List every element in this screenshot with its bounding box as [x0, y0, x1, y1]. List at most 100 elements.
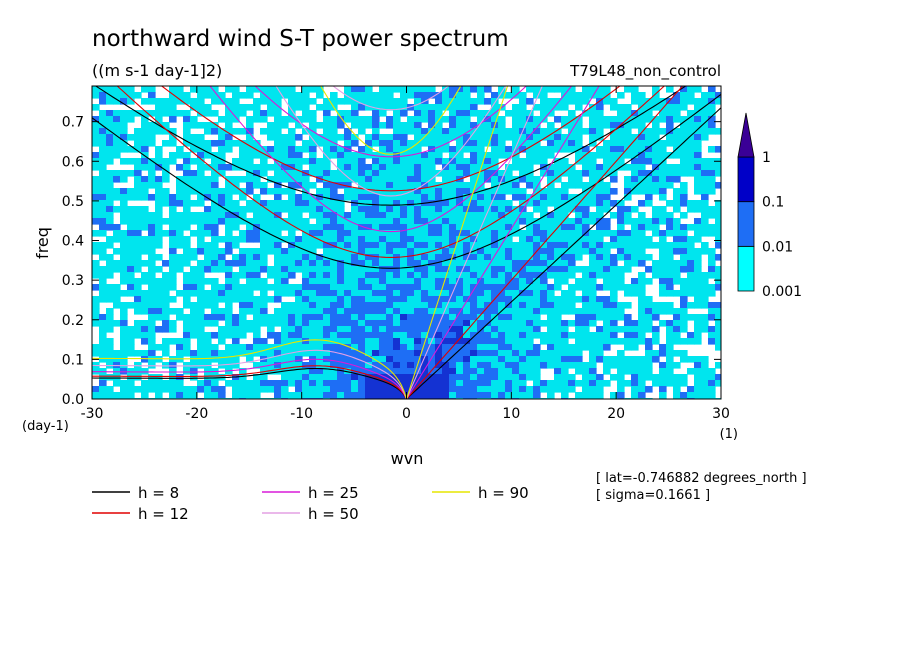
power-cell: [372, 218, 380, 225]
power-cell: [344, 356, 352, 363]
power-cell: [344, 182, 352, 189]
power-cell: [407, 254, 415, 261]
power-cell: [407, 290, 415, 297]
power-cell: [533, 386, 541, 393]
power-cell: [190, 374, 198, 381]
power-cell: [533, 128, 541, 135]
power-cell: [267, 218, 275, 225]
power-cell: [512, 182, 520, 189]
power-cell: [589, 350, 597, 357]
power-cell: [582, 146, 590, 153]
power-cell: [456, 290, 464, 297]
power-cell: [344, 110, 352, 117]
power-cell: [519, 194, 527, 201]
power-cell: [190, 140, 198, 147]
power-cell: [106, 218, 114, 225]
power-cell: [652, 272, 660, 279]
power-cell: [141, 224, 149, 231]
power-cell: [701, 122, 709, 129]
power-cell: [358, 320, 366, 327]
power-cell: [533, 308, 541, 315]
power-cell: [351, 242, 359, 249]
power-cell: [134, 92, 142, 99]
power-cell: [463, 374, 471, 381]
power-cell: [393, 176, 401, 183]
power-cell: [645, 368, 653, 375]
power-cell: [162, 338, 170, 345]
power-cell: [694, 206, 702, 213]
power-cell: [617, 326, 625, 333]
power-cell: [526, 86, 534, 93]
power-cell: [106, 134, 114, 141]
power-cell: [491, 272, 499, 279]
power-cell: [267, 380, 275, 387]
power-cell: [155, 194, 163, 201]
power-cell: [162, 128, 170, 135]
power-cell: [575, 122, 583, 129]
power-cell: [344, 86, 352, 93]
power-cell: [225, 296, 233, 303]
power-cell: [330, 380, 338, 387]
power-cell: [351, 218, 359, 225]
power-cell: [365, 134, 373, 141]
power-cell: [232, 320, 240, 327]
power-cell: [330, 188, 338, 195]
power-cell: [638, 188, 646, 195]
power-cell: [463, 278, 471, 285]
power-cell: [372, 224, 380, 231]
power-cell: [463, 86, 471, 93]
power-cell: [372, 200, 380, 207]
power-cell: [281, 248, 289, 255]
power-cell: [288, 152, 296, 159]
power-cell: [526, 308, 534, 315]
power-cell: [218, 128, 226, 135]
power-cell: [414, 350, 422, 357]
power-cell: [561, 368, 569, 375]
power-cell: [141, 86, 149, 93]
power-cell: [421, 176, 429, 183]
power-cell: [337, 158, 345, 165]
power-cell: [232, 392, 240, 399]
power-cell: [295, 146, 303, 153]
power-cell: [484, 332, 492, 339]
power-cell: [134, 308, 142, 315]
power-cell: [204, 386, 212, 393]
power-cell: [540, 224, 548, 231]
power-cell: [316, 386, 324, 393]
power-cell: [309, 206, 317, 213]
power-cell: [435, 338, 443, 345]
power-cell: [183, 92, 191, 99]
power-cell: [449, 194, 457, 201]
power-cell: [694, 386, 702, 393]
power-cell: [407, 158, 415, 165]
power-cell: [281, 350, 289, 357]
power-cell: [365, 200, 373, 207]
power-cell: [183, 320, 191, 327]
power-cell: [666, 86, 674, 93]
power-cell: [106, 272, 114, 279]
power-cell: [197, 272, 205, 279]
power-cell: [288, 374, 296, 381]
power-cell: [659, 290, 667, 297]
power-cell: [134, 170, 142, 177]
power-cell: [148, 332, 156, 339]
power-cell: [470, 206, 478, 213]
power-cell: [211, 302, 219, 309]
power-cell: [211, 230, 219, 237]
power-cell: [680, 128, 688, 135]
power-cell: [435, 110, 443, 117]
power-cell: [421, 368, 429, 375]
power-cell: [197, 212, 205, 219]
power-cell: [113, 356, 121, 363]
power-cell: [337, 200, 345, 207]
power-cell: [337, 392, 345, 399]
power-cell: [673, 104, 681, 111]
power-cell: [246, 206, 254, 213]
power-cell: [680, 248, 688, 255]
power-cell: [344, 284, 352, 291]
power-cell: [540, 170, 548, 177]
power-cell: [589, 338, 597, 345]
power-cell: [120, 392, 128, 399]
power-cell: [267, 242, 275, 249]
power-cell: [400, 362, 408, 369]
